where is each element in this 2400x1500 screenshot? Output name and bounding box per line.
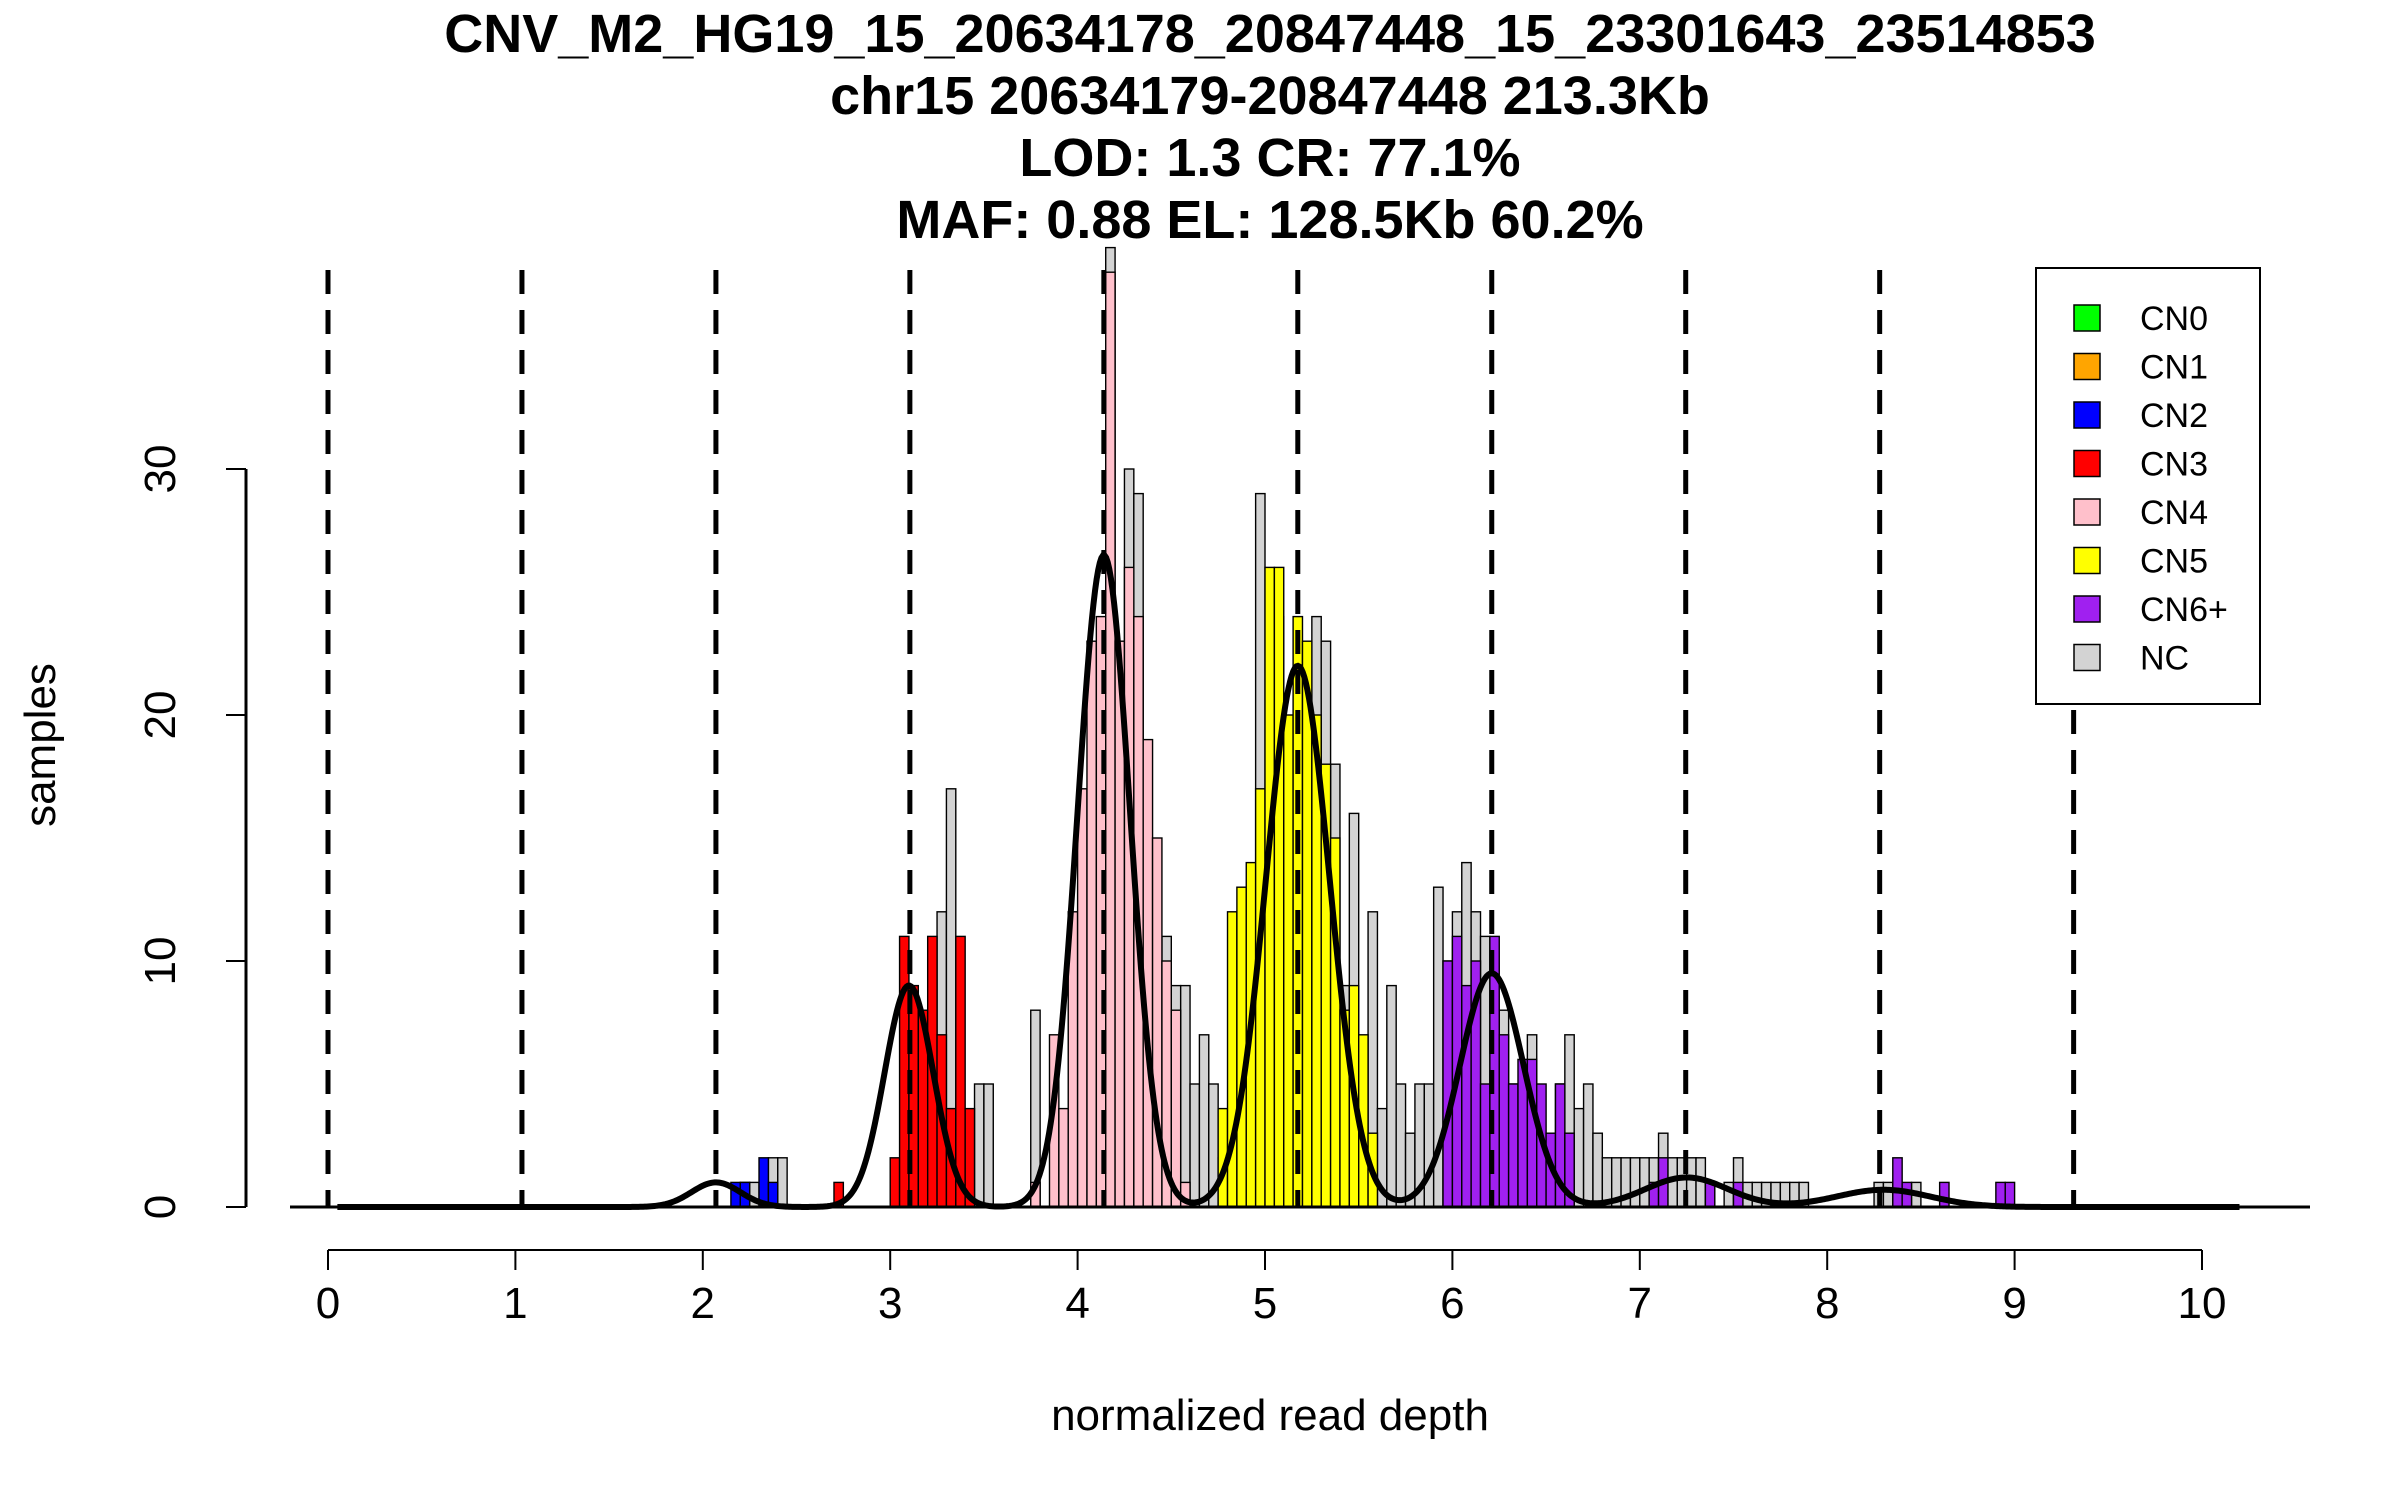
- bar-nc: [1189, 1083, 1201, 1208]
- chart-title-line-1: CNV_M2_HG19_15_20634178_20847448_15_2330…: [444, 4, 2096, 64]
- bar-cn6plus: [1479, 1083, 1491, 1208]
- bar-nc: [1386, 984, 1397, 1208]
- legend-swatch: [2073, 546, 2101, 575]
- x-tick-label: 0: [316, 1279, 340, 1328]
- bar-cn5: [1236, 886, 1247, 1208]
- histogram-bars: [730, 246, 2016, 1208]
- x-tick-label: 7: [1628, 1279, 1652, 1328]
- legend-label: CN1: [2140, 349, 2208, 387]
- bar-nc: [1395, 1083, 1407, 1208]
- bar-cn4: [1170, 1009, 1182, 1208]
- bar-nc: [1573, 1107, 1585, 1208]
- bar-cn4: [1076, 788, 1088, 1208]
- bar-nc: [1198, 1034, 1210, 1208]
- legend-box: [2035, 267, 2261, 705]
- bar-cn4: [1086, 640, 1098, 1208]
- chart-title-line-4: MAF: 0.88 EL: 128.5Kb 60.2%: [896, 190, 1643, 250]
- bar-cn5: [1254, 788, 1266, 1208]
- bar-nc: [1582, 1083, 1594, 1208]
- y-tick-label: 10: [136, 937, 185, 986]
- bar-cn3: [955, 935, 966, 1208]
- legend-swatch: [2073, 595, 2101, 623]
- bar-nc: [1423, 1083, 1435, 1208]
- bar-cn6plus: [1892, 1157, 1903, 1208]
- legend-swatch: [2073, 304, 2101, 332]
- legend-swatch: [2073, 643, 2101, 672]
- x-tick-label: 9: [2002, 1279, 2026, 1328]
- legend-label: CN3: [2140, 446, 2208, 484]
- bar-nc: [1179, 984, 1191, 1208]
- y-tick-label: 0: [136, 1195, 185, 1219]
- bar-nc: [1639, 1157, 1650, 1208]
- legend-label: NC: [2140, 640, 2189, 678]
- x-tick-label: 8: [1815, 1279, 1839, 1328]
- axes: 0 1 2 3 4 5 6 7 8 9 10 0 10 20 30: [136, 445, 2310, 1328]
- bar-nc: [1882, 1181, 1894, 1208]
- legend-swatch: [2073, 352, 2101, 381]
- bar-nc: [777, 1157, 788, 1208]
- legend-label: CN0: [2140, 300, 2208, 338]
- legend: CN0 CN1 CN2 CN3 CN4 CN5 CN6+ NC: [2035, 267, 2261, 705]
- legend-label: CN2: [2140, 397, 2208, 435]
- bar-cn6plus: [1507, 1083, 1519, 1208]
- x-tick-label: 4: [1065, 1279, 1089, 1328]
- bar-cn5: [1283, 714, 1294, 1208]
- copy-number-dashed-lines: [325, 270, 2077, 1207]
- legend-label: CN6+: [2140, 591, 2228, 629]
- bar-cn6plus: [2004, 1181, 2016, 1208]
- y-axis-label: samples: [16, 663, 65, 827]
- bar-nc: [983, 1083, 994, 1208]
- y-tick-label: 30: [136, 445, 185, 494]
- x-tick-label: 5: [1253, 1279, 1277, 1328]
- bar-nc: [1592, 1132, 1604, 1208]
- bar-nc: [973, 1083, 985, 1208]
- legend-label: CN4: [2140, 494, 2208, 532]
- x-tick-label: 6: [1440, 1279, 1464, 1328]
- bar-cn4: [1142, 738, 1154, 1208]
- legend-swatch: [2073, 498, 2101, 526]
- bar-cn5: [1273, 566, 1285, 1208]
- x-tick-label: 2: [691, 1279, 715, 1328]
- legend-label: CN5: [2140, 543, 2208, 581]
- x-tick-label: 10: [2178, 1279, 2227, 1328]
- y-tick-label: 20: [136, 691, 185, 740]
- bar-cn6plus: [1442, 960, 1454, 1208]
- legend-swatch: [2073, 401, 2101, 429]
- legend-swatch: [2073, 449, 2101, 478]
- chart-title-line-3: LOD: 1.3 CR: 77.1%: [1019, 128, 1520, 188]
- x-axis-label: normalized read depth: [1051, 1391, 1489, 1440]
- bar-cn3: [889, 1157, 901, 1208]
- bar-cn4: [1105, 271, 1116, 1208]
- x-tick-label: 3: [878, 1279, 902, 1328]
- x-tick-label: 1: [503, 1279, 527, 1328]
- chart-title-line-2: chr15 20634179-20847448 213.3Kb: [830, 66, 1710, 126]
- bar-cn6plus: [1498, 1034, 1510, 1208]
- bar-nc: [1629, 1157, 1641, 1208]
- bar-cn4: [1058, 1107, 1069, 1208]
